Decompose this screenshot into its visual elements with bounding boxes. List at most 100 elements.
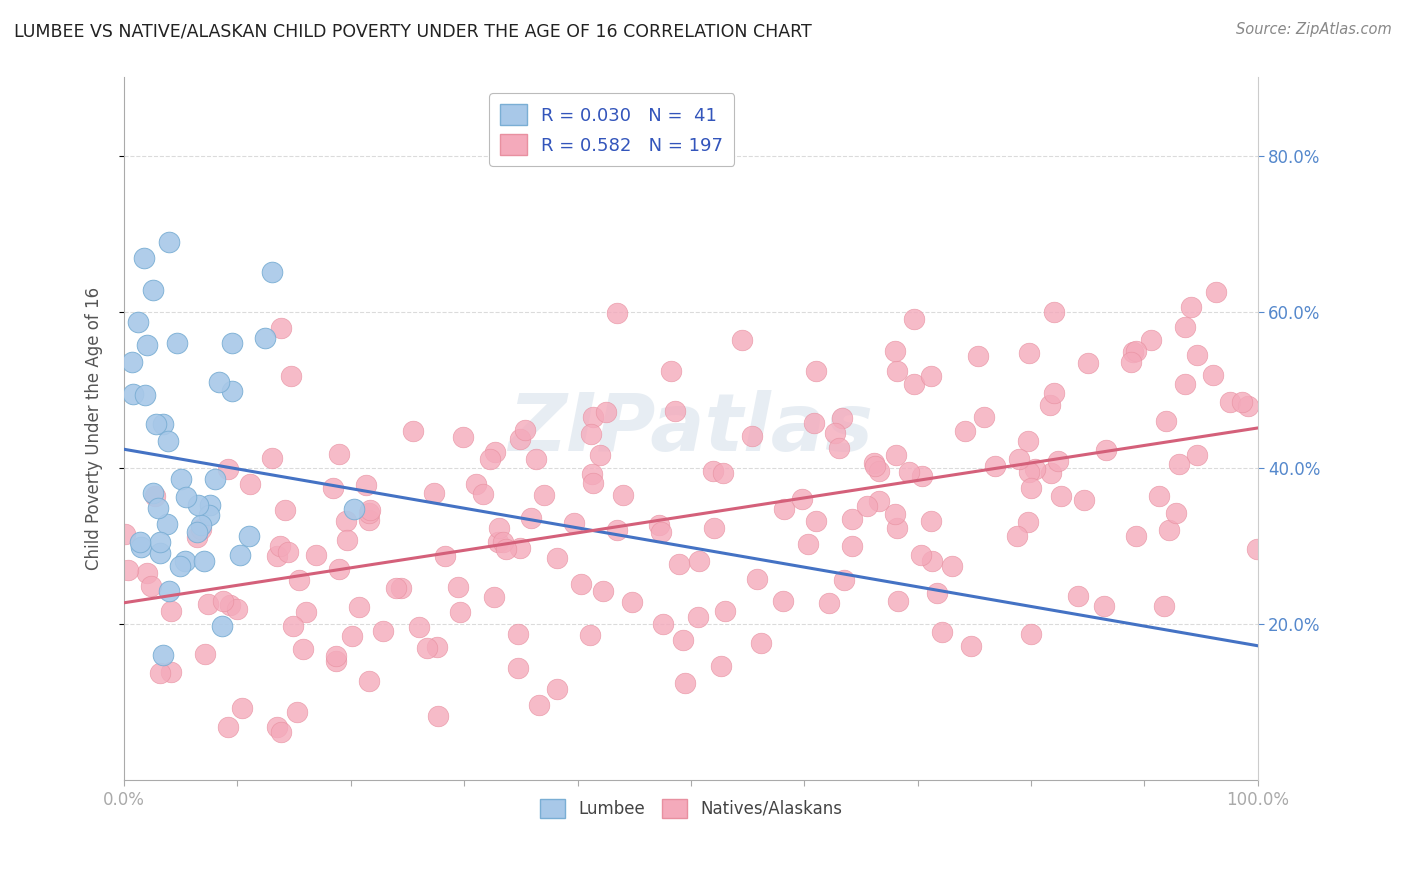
Point — [426, 709, 449, 723]
Point — [668, 557, 690, 571]
Point — [1125, 529, 1147, 543]
Point — [218, 598, 240, 612]
Point — [1067, 589, 1090, 603]
Point — [269, 539, 291, 553]
Point — [686, 610, 709, 624]
Point — [659, 364, 682, 378]
Point — [621, 594, 644, 608]
Point — [280, 369, 302, 384]
Point — [129, 540, 152, 554]
Point — [270, 724, 292, 739]
Point — [1050, 489, 1073, 503]
Point — [1043, 386, 1066, 401]
Point — [672, 633, 695, 648]
Point — [198, 498, 221, 512]
Point — [1039, 466, 1062, 480]
Point — [581, 467, 603, 482]
Point — [1205, 285, 1227, 299]
Point — [841, 511, 863, 525]
Point — [884, 344, 907, 359]
Point — [515, 423, 537, 437]
Point — [157, 235, 180, 249]
Point — [887, 594, 910, 608]
Point — [1024, 462, 1046, 476]
Point — [520, 510, 543, 524]
Point — [856, 499, 879, 513]
Point — [142, 283, 165, 297]
Point — [121, 387, 143, 401]
Point — [711, 466, 734, 480]
Point — [143, 489, 166, 503]
Point — [652, 616, 675, 631]
Point — [149, 665, 172, 680]
Point — [187, 498, 209, 512]
Point — [145, 417, 167, 431]
Point — [804, 364, 827, 378]
Point — [903, 376, 925, 391]
Point — [1122, 345, 1144, 359]
Point — [159, 665, 181, 680]
Point — [1092, 599, 1115, 613]
Point — [266, 720, 288, 734]
Point — [186, 524, 208, 539]
Point — [433, 549, 456, 563]
Point — [343, 501, 366, 516]
Point — [884, 508, 907, 522]
Point — [288, 573, 311, 587]
Point — [304, 548, 326, 562]
Point — [149, 546, 172, 560]
Point — [328, 561, 350, 575]
Point — [772, 501, 794, 516]
Point — [1073, 492, 1095, 507]
Point — [229, 549, 252, 563]
Point — [295, 605, 318, 619]
Point — [198, 508, 221, 522]
Point — [1202, 368, 1225, 383]
Point — [148, 535, 170, 549]
Point — [238, 529, 260, 543]
Point — [731, 333, 754, 347]
Point — [579, 426, 602, 441]
Point — [135, 566, 157, 580]
Point — [416, 640, 439, 655]
Point — [231, 701, 253, 715]
Point — [422, 486, 444, 500]
Point — [447, 580, 470, 594]
Point — [797, 537, 820, 551]
Point — [1007, 529, 1029, 543]
Point — [533, 488, 555, 502]
Point — [595, 405, 617, 419]
Point — [121, 354, 143, 368]
Point — [492, 535, 515, 549]
Point — [1139, 334, 1161, 348]
Point — [1046, 454, 1069, 468]
Point — [169, 559, 191, 574]
Point — [1237, 399, 1260, 413]
Point — [546, 550, 568, 565]
Point — [1147, 489, 1170, 503]
Point — [506, 627, 529, 641]
Point — [741, 429, 763, 443]
Point — [141, 486, 163, 500]
Point — [160, 604, 183, 618]
Y-axis label: Child Poverty Under the Age of 16: Child Poverty Under the Age of 16 — [86, 287, 103, 570]
Point — [132, 251, 155, 265]
Point — [1021, 481, 1043, 495]
Point — [281, 618, 304, 632]
Point — [391, 581, 413, 595]
Point — [1187, 347, 1209, 361]
Point — [322, 481, 344, 495]
Point — [190, 522, 212, 536]
Point — [818, 595, 841, 609]
Point — [664, 404, 686, 418]
Point — [146, 500, 169, 515]
Point — [832, 574, 855, 588]
Point — [1095, 443, 1118, 458]
Point — [285, 705, 308, 719]
Point — [1018, 346, 1040, 360]
Point — [910, 549, 932, 563]
Point — [506, 660, 529, 674]
Point — [886, 364, 908, 378]
Point — [270, 321, 292, 335]
Point — [868, 464, 890, 478]
